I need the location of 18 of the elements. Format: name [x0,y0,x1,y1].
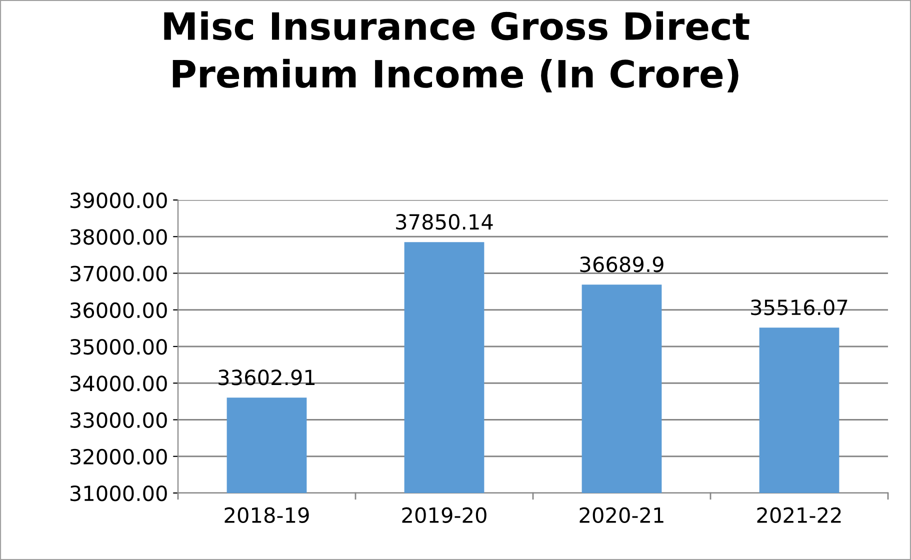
y-tick-label: 31000.00 [70,485,167,502]
y-tick-label: 36000.00 [70,302,167,318]
y-tick-label: 39000.00 [70,192,167,208]
data-label: 36689.9 [580,256,664,272]
y-tick-label: 33000.00 [70,412,167,428]
x-tick-label: 2019-20 [402,507,486,524]
x-tick-label: 2018-19 [224,507,309,524]
y-tick-label: 37000.00 [70,266,167,282]
data-label: 35516.07 [751,299,848,316]
data-label: 33602.91 [218,370,315,386]
y-tick-label: 35000.00 [70,338,167,355]
chart-title: Misc Insurance Gross Direct Premium Income (In Crore) [164,11,750,92]
y-tick-label: 32000.00 [70,448,167,465]
x-tick-label: 2020-21 [580,507,664,524]
y-tick-label: 34000.00 [70,376,167,392]
x-tick-label: 2021-22 [757,507,841,524]
data-label: 37850.14 [396,214,493,230]
y-tick-label: 38000.00 [70,229,167,245]
